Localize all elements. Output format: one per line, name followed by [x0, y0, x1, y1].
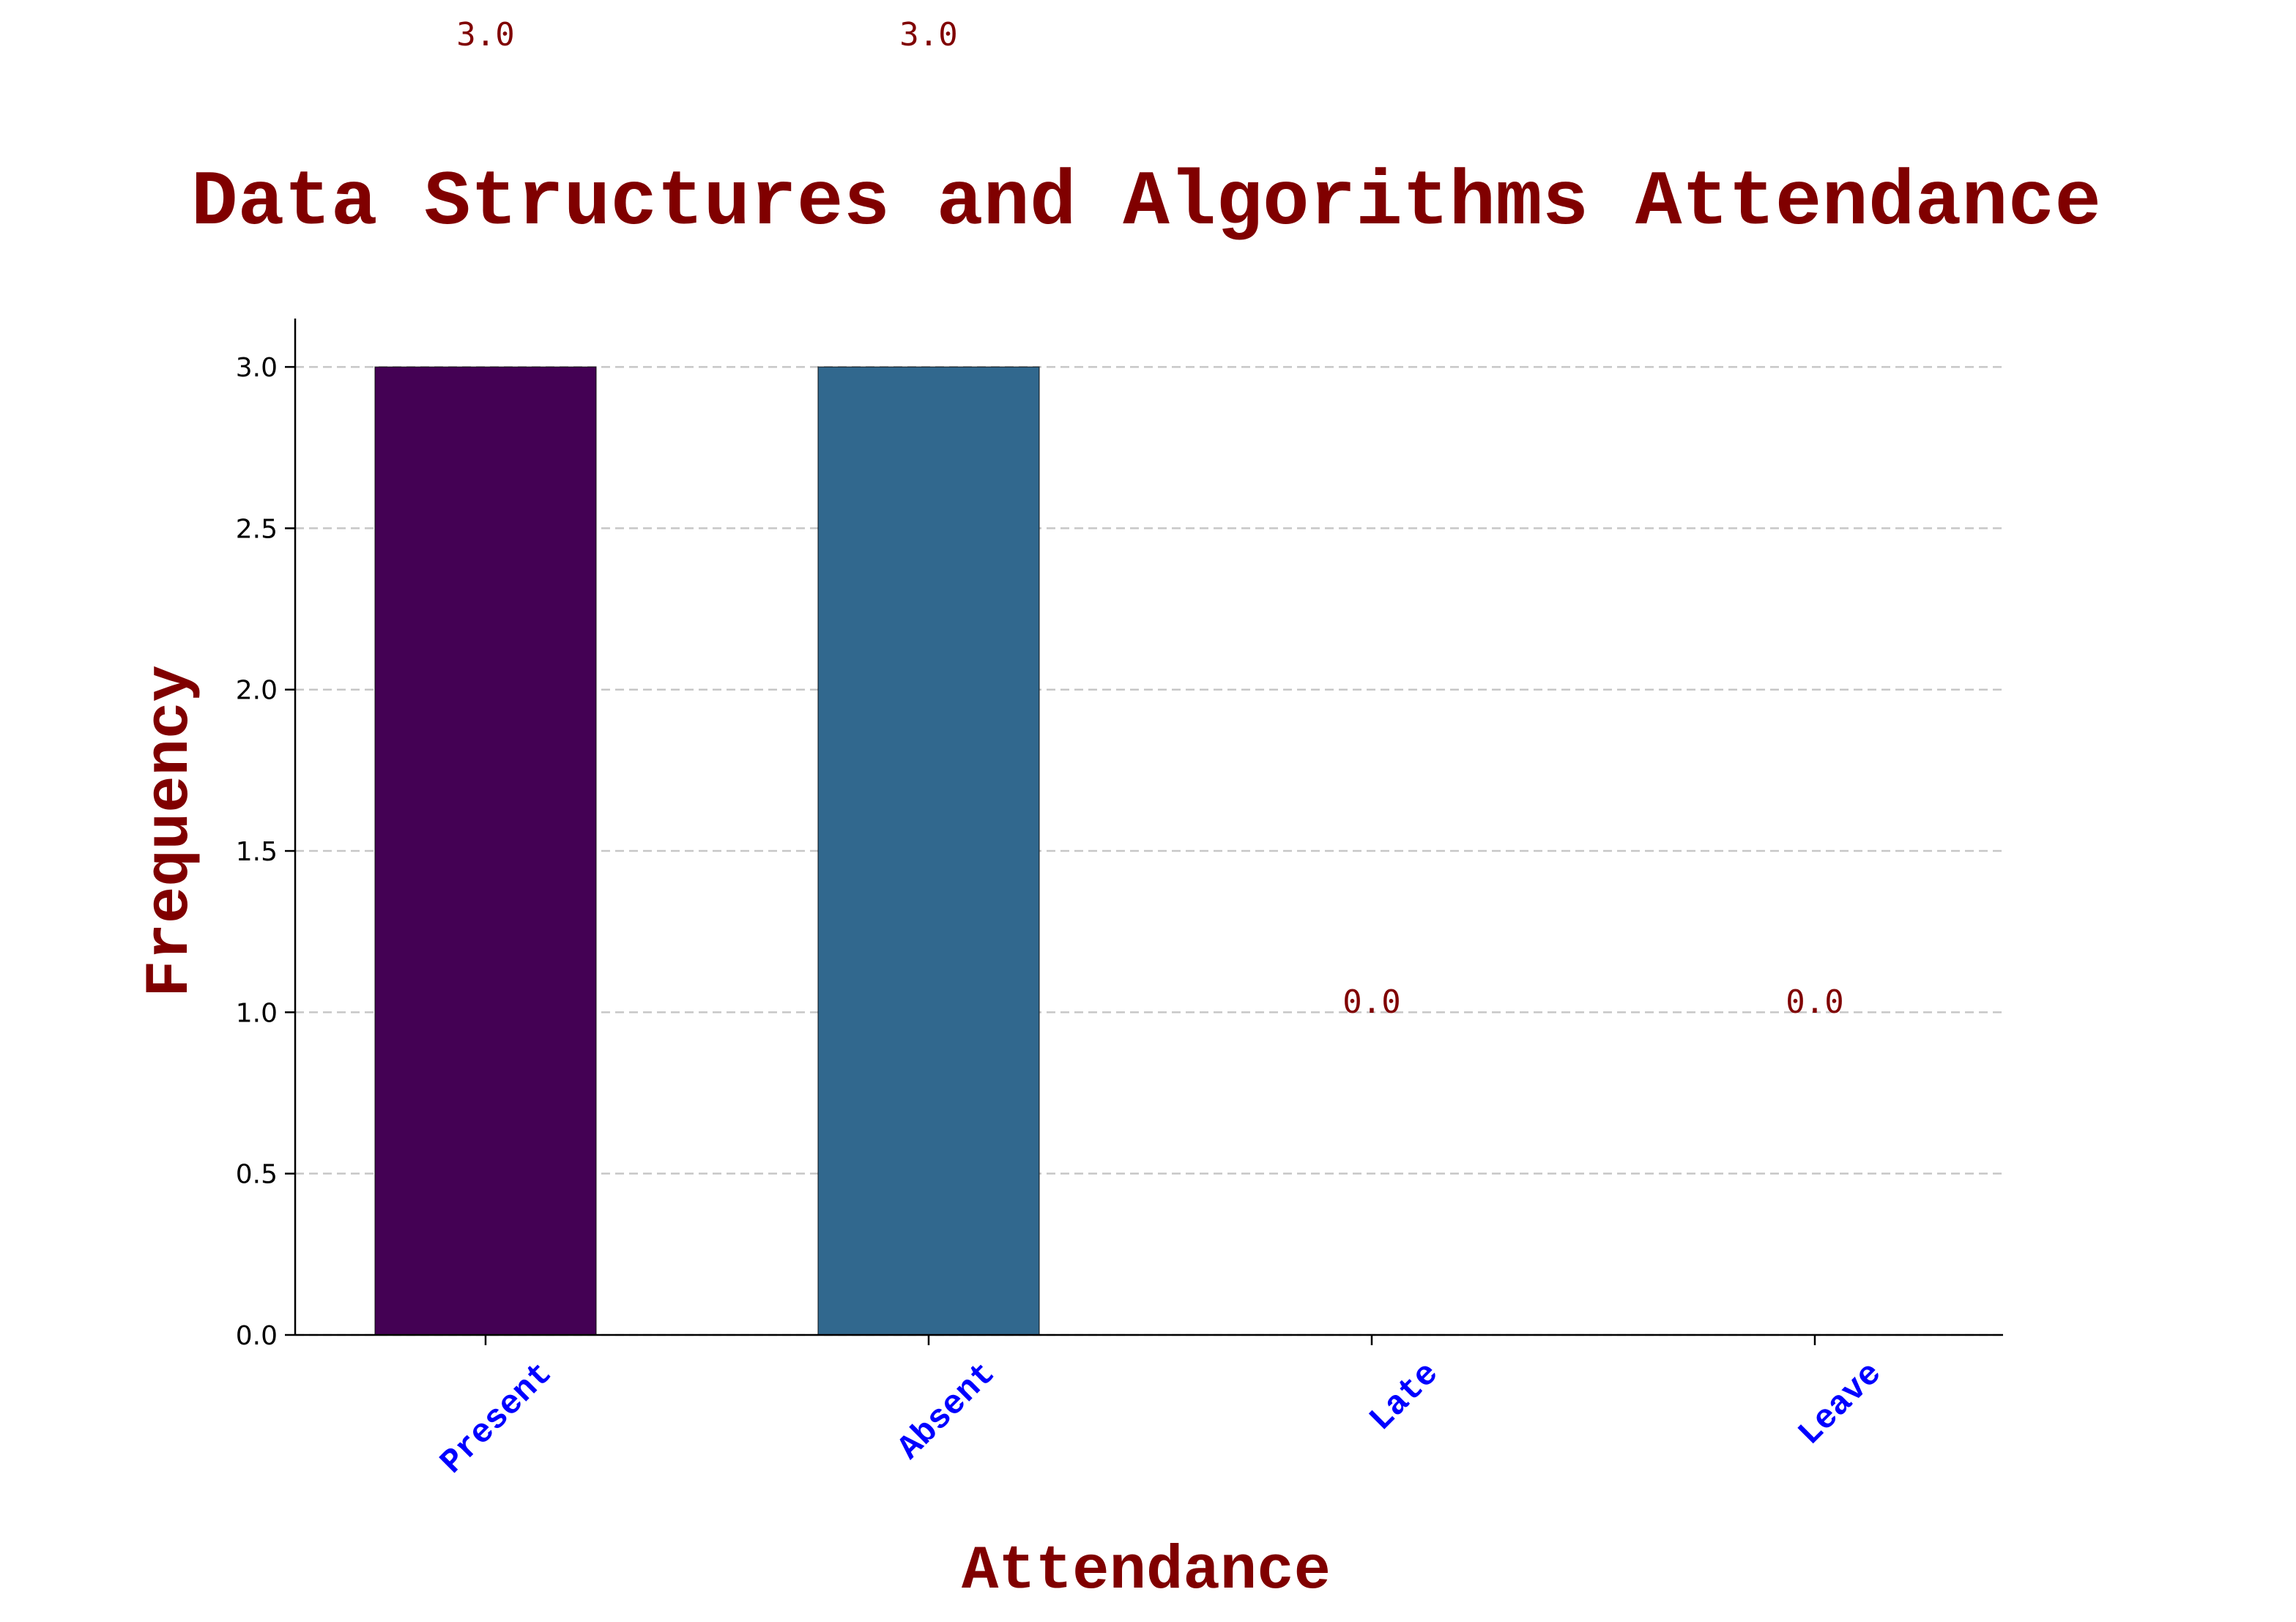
x-tick-label-leave: Leave [1791, 1355, 1890, 1453]
y-tick-label: 1.5 [236, 837, 278, 867]
y-axis-label: Frequency [136, 665, 206, 997]
y-tick-label: 0.5 [236, 1160, 278, 1190]
bar-absent [817, 366, 1040, 1336]
x-tick-label-present: Present [433, 1355, 560, 1481]
bars [374, 366, 1040, 1336]
data-label-absent: 3.0 [899, 16, 957, 53]
x-tick-label-late: Late [1362, 1355, 1446, 1439]
chart-title: Data Structures and Algorithms Attendanc… [191, 159, 2101, 247]
y-tick-label: 0.0 [236, 1321, 278, 1351]
data-label-leave: 0.0 [1786, 983, 1843, 1021]
bar-present [374, 366, 597, 1336]
x-tick-label-absent: Absent [891, 1355, 1003, 1467]
x-axis-label: Attendance [962, 1537, 1331, 1607]
y-tick-label: 1.0 [236, 998, 278, 1028]
y-tick-label: 2.5 [236, 514, 278, 544]
axes [294, 319, 2003, 1336]
data-label-present: 3.0 [456, 16, 514, 53]
x-axis-ticks: Present Absent Late Leave [433, 1335, 1890, 1482]
data-label-late: 0.0 [1342, 983, 1400, 1021]
y-axis-ticks: 0.0 0.5 1.0 1.5 2.0 2.5 3.0 [236, 353, 295, 1351]
y-tick-label: 2.0 [236, 676, 278, 706]
y-tick-label: 3.0 [236, 353, 278, 383]
data-labels: 3.0 3.0 0.0 0.0 [456, 16, 1843, 1021]
